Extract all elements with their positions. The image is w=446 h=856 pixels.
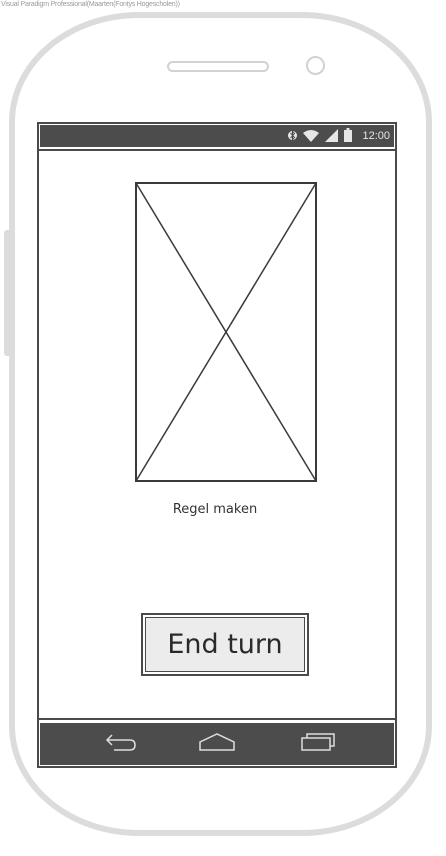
end-turn-label: End turn xyxy=(145,617,305,672)
speaker-grille xyxy=(167,61,269,72)
battery-icon xyxy=(344,127,353,146)
watermark-text: Visual Paradigm Professional(Maarten(Fon… xyxy=(1,1,180,8)
status-divider xyxy=(37,149,397,151)
back-icon xyxy=(102,732,138,756)
status-bar: 12:00 xyxy=(40,125,394,147)
device-side-button xyxy=(4,230,12,356)
navigation-bar xyxy=(40,723,394,765)
front-camera xyxy=(306,56,325,75)
back-button[interactable] xyxy=(90,723,150,765)
bluetooth-icon xyxy=(288,127,298,146)
wifi-icon xyxy=(303,127,320,146)
recent-apps-button[interactable] xyxy=(288,723,348,765)
home-icon xyxy=(198,732,236,756)
recent-apps-icon xyxy=(300,732,336,756)
home-button[interactable] xyxy=(187,723,247,765)
image-placeholder xyxy=(135,182,317,482)
caption-label: Regel maken xyxy=(172,502,258,517)
navbar-divider xyxy=(37,718,397,720)
status-time: 12:00 xyxy=(362,130,390,142)
end-turn-button[interactable]: End turn xyxy=(141,613,309,676)
signal-icon xyxy=(325,127,339,146)
